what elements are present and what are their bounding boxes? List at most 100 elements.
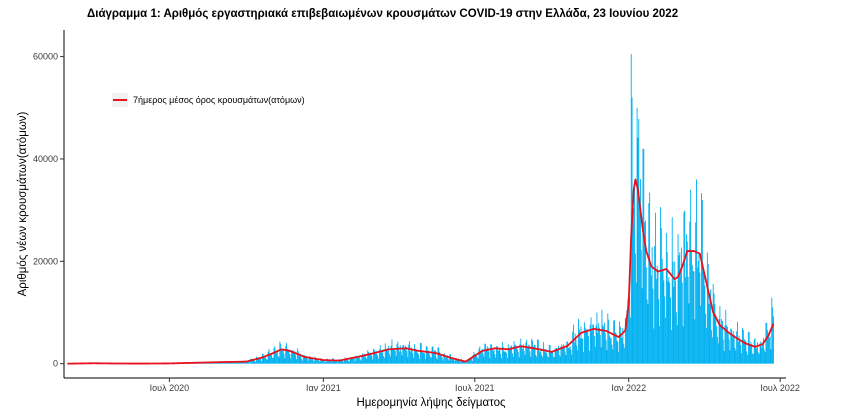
daily-case-bar <box>255 361 257 364</box>
daily-case-bar <box>399 351 400 364</box>
daily-case-bar <box>409 341 410 364</box>
daily-case-bar <box>307 359 308 364</box>
daily-case-bar <box>568 347 570 364</box>
daily-case-bar <box>504 351 506 364</box>
daily-case-bar <box>323 360 325 364</box>
daily-case-bar <box>284 358 286 364</box>
daily-case-bar <box>442 360 444 364</box>
daily-case-bar <box>363 354 365 364</box>
daily-case-bar <box>593 324 595 364</box>
daily-case-bar <box>570 349 572 364</box>
daily-case-bar <box>530 356 532 364</box>
daily-case-bar <box>702 271 704 364</box>
daily-case-bar <box>747 331 749 364</box>
daily-case-bar <box>427 352 429 364</box>
daily-case-bar <box>706 252 708 364</box>
daily-case-bar <box>481 349 483 364</box>
daily-case-bar <box>276 350 278 364</box>
daily-case-bar <box>676 325 678 364</box>
daily-case-bar <box>711 330 712 364</box>
daily-case-bar <box>751 344 753 364</box>
daily-case-bar <box>645 267 647 364</box>
daily-case-bar <box>748 332 750 364</box>
daily-case-bar <box>497 350 499 364</box>
daily-case-bar <box>569 346 571 364</box>
daily-case-bar <box>421 350 423 364</box>
daily-case-bar <box>746 351 748 364</box>
daily-case-bar <box>251 359 253 364</box>
plot-area <box>63 30 786 379</box>
daily-case-bar <box>463 360 465 364</box>
daily-case-bar <box>709 293 711 364</box>
daily-case-bar <box>418 354 420 364</box>
daily-case-bar <box>318 361 320 364</box>
daily-case-bar <box>529 351 531 364</box>
daily-case-bar <box>431 346 433 364</box>
daily-case-bar <box>413 357 415 364</box>
daily-case-bar <box>522 348 523 364</box>
daily-case-bar <box>716 326 718 364</box>
daily-case-bar <box>601 309 603 364</box>
daily-case-bar <box>375 350 377 364</box>
daily-case-bar <box>722 339 724 364</box>
daily-case-bar <box>461 360 463 364</box>
daily-case-bar <box>308 357 310 364</box>
daily-case-bar <box>274 346 276 364</box>
daily-case-bar <box>604 333 606 364</box>
daily-case-bar <box>324 361 326 364</box>
daily-case-bar <box>760 341 762 364</box>
daily-case-bar <box>593 336 595 364</box>
daily-case-bar <box>546 352 548 364</box>
y-tick-label: 0 <box>53 359 58 369</box>
daily-case-bar <box>654 246 656 364</box>
daily-case-bar <box>453 359 455 364</box>
daily-case-bar <box>360 360 362 364</box>
daily-case-bar <box>735 350 737 364</box>
daily-case-bar <box>486 346 488 364</box>
daily-case-bar <box>719 306 721 364</box>
daily-case-bar <box>388 353 390 364</box>
daily-case-bar <box>404 345 406 364</box>
daily-case-bar <box>543 348 545 364</box>
daily-case-bar <box>477 358 479 364</box>
daily-case-bar <box>213 362 215 364</box>
daily-case-bar <box>410 347 412 364</box>
daily-case-bar <box>439 352 441 364</box>
daily-case-bar <box>301 358 303 364</box>
daily-case-bar <box>225 363 227 364</box>
daily-case-bar <box>754 338 756 364</box>
daily-case-bar <box>475 354 477 364</box>
daily-case-bar <box>321 358 323 364</box>
daily-case-bar <box>482 353 484 364</box>
daily-case-bar <box>670 297 671 364</box>
daily-case-bar <box>350 357 352 364</box>
daily-case-bar <box>286 342 287 364</box>
daily-case-bar <box>411 349 413 364</box>
daily-case-bar <box>476 355 477 364</box>
daily-case-bar <box>272 357 274 364</box>
daily-case-bar <box>328 359 330 364</box>
daily-case-bar <box>706 327 707 364</box>
daily-case-bar <box>708 303 710 364</box>
daily-case-bars <box>67 54 774 364</box>
daily-case-bar <box>294 351 296 364</box>
daily-case-bar <box>358 357 359 364</box>
daily-case-bar <box>653 328 655 364</box>
daily-case-bar <box>316 358 318 364</box>
daily-case-bar <box>517 348 518 364</box>
daily-case-bar <box>665 317 666 364</box>
daily-case-bar <box>739 340 741 364</box>
daily-case-bar <box>634 188 636 364</box>
daily-case-bar <box>289 354 291 364</box>
daily-case-bar <box>718 318 720 364</box>
daily-case-bar <box>655 278 657 364</box>
daily-case-bar <box>675 280 677 364</box>
daily-case-bar <box>633 208 635 364</box>
daily-case-bar <box>309 355 311 364</box>
daily-case-bar <box>315 357 317 364</box>
daily-case-bar <box>329 360 331 364</box>
daily-case-bar <box>339 360 341 364</box>
daily-case-bar <box>395 356 397 364</box>
daily-case-bar <box>286 348 288 364</box>
daily-case-bar <box>394 348 395 364</box>
